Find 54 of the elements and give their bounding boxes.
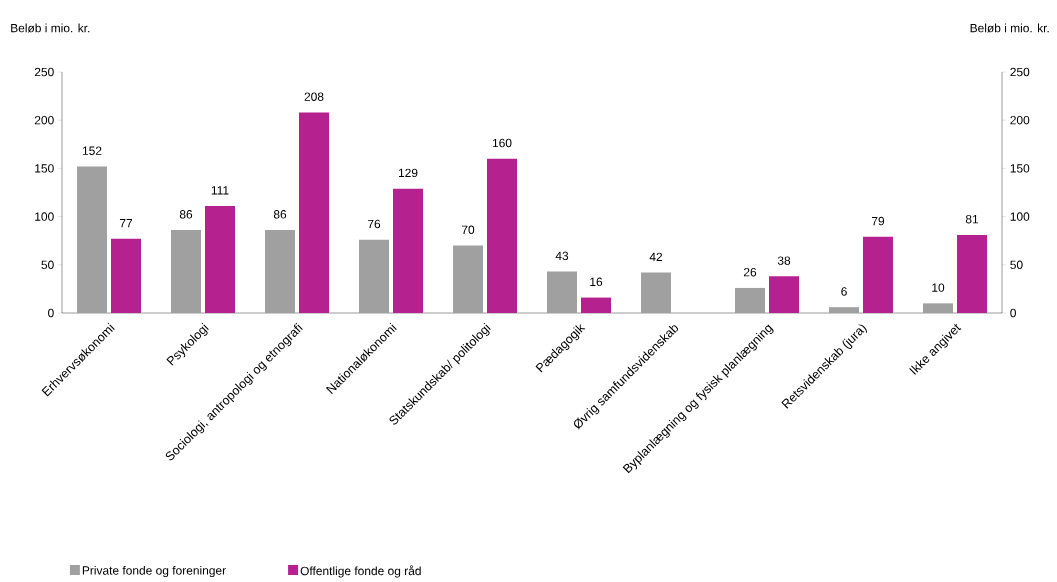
- data-label: 81: [965, 214, 979, 224]
- data-label: 86: [273, 210, 287, 219]
- data-label: 26: [743, 267, 757, 277]
- bar: [863, 236, 894, 313]
- text: Beløb i mio. kr.: [11, 23, 90, 33]
- data-label: 160: [492, 138, 512, 148]
- bar: [829, 307, 860, 313]
- data-label: 76: [367, 219, 381, 229]
- y2-tick-label: 100: [35, 212, 54, 221]
- y-tick-label: 100: [1010, 212, 1030, 221]
- bar: [641, 272, 672, 313]
- y-tick-label: 0: [1010, 308, 1016, 318]
- data-label: 43: [555, 251, 569, 261]
- bar: [923, 303, 954, 313]
- legend-label: Private fonde og foreninger: [82, 565, 226, 578]
- bar: [171, 230, 201, 313]
- data-label: 111: [211, 186, 229, 195]
- y-tick-label: 250: [1010, 67, 1030, 77]
- y2-tick-label: 50: [41, 260, 54, 270]
- bar: [453, 245, 484, 313]
- data-label: 6: [841, 287, 847, 296]
- bar: [393, 188, 424, 313]
- bar: [581, 297, 612, 313]
- data-label: 10: [932, 283, 945, 292]
- y-tick-label: 150: [1010, 164, 1030, 173]
- y-tick-label: 200: [1010, 115, 1030, 125]
- data-label: 42: [649, 252, 663, 261]
- y2-tick-label: 250: [34, 67, 54, 77]
- data-label: 152: [82, 146, 102, 155]
- text: Beløb i mio. kr.: [970, 23, 1049, 33]
- bar: [769, 276, 800, 313]
- data-label: 16: [590, 277, 603, 287]
- data-label: 77: [119, 219, 133, 228]
- y-tick-label: 50: [1010, 260, 1023, 270]
- y2-tick-label: 150: [35, 164, 54, 173]
- bar: [547, 271, 578, 313]
- legend-label: Offentlige fonde og råd: [300, 565, 421, 578]
- bar: [205, 206, 235, 313]
- bar: [735, 287, 766, 313]
- data-label: 208: [304, 92, 324, 101]
- data-label: 38: [777, 256, 791, 265]
- bar: [359, 239, 390, 313]
- data-label: 86: [179, 210, 193, 219]
- data-label: 70: [461, 225, 475, 234]
- y2-tick-label: 0: [48, 308, 54, 318]
- bar: [265, 230, 295, 313]
- bar: [111, 238, 141, 313]
- bar: [487, 158, 518, 313]
- data-label: 79: [871, 216, 885, 226]
- bar: [77, 166, 107, 313]
- bar: [299, 112, 329, 313]
- data-label: 129: [398, 168, 418, 178]
- y2-tick-label: 200: [34, 115, 54, 125]
- bar: [957, 234, 988, 313]
